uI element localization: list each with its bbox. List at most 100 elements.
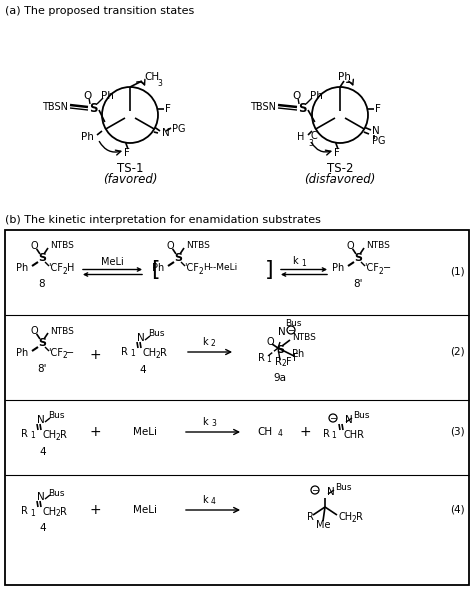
Text: Ph: Ph	[81, 132, 94, 142]
Text: Bus: Bus	[48, 412, 64, 421]
Text: S: S	[38, 338, 46, 348]
Text: 2: 2	[56, 432, 61, 442]
Text: F: F	[124, 148, 130, 158]
Text: O: O	[84, 91, 92, 101]
Text: 'CF: 'CF	[364, 263, 379, 273]
Text: 4: 4	[140, 365, 146, 375]
Text: NTBS: NTBS	[292, 333, 316, 342]
Text: +: +	[299, 425, 311, 439]
Text: H--MeLi: H--MeLi	[203, 263, 237, 273]
Text: 2: 2	[211, 339, 216, 349]
Text: k: k	[292, 256, 298, 266]
Text: R: R	[60, 430, 67, 440]
Text: 2: 2	[282, 359, 287, 369]
Text: O: O	[266, 337, 274, 347]
Text: −: −	[383, 263, 391, 273]
Text: CH: CH	[43, 507, 57, 517]
Text: k: k	[202, 417, 208, 427]
Text: 9a: 9a	[273, 373, 286, 383]
Text: H: H	[67, 263, 74, 273]
Text: CH: CH	[339, 512, 353, 522]
FancyArrowPatch shape	[346, 80, 353, 85]
Text: Ph: Ph	[337, 72, 350, 82]
Text: −: −	[311, 485, 319, 495]
Text: 3: 3	[211, 419, 216, 429]
Text: CHR: CHR	[344, 430, 365, 440]
Text: R: R	[275, 357, 282, 367]
Text: Ph: Ph	[152, 263, 164, 273]
Text: PG: PG	[372, 136, 385, 146]
Text: +: +	[89, 348, 101, 362]
Text: 8: 8	[39, 279, 46, 289]
Text: S: S	[276, 345, 284, 355]
Text: R: R	[21, 506, 28, 516]
Text: 1: 1	[301, 259, 306, 267]
Text: 'CF: 'CF	[48, 263, 63, 273]
Text: S: S	[38, 253, 46, 263]
Text: 2: 2	[63, 266, 68, 276]
Text: S: S	[174, 253, 182, 263]
Text: N: N	[327, 487, 335, 497]
Text: O: O	[30, 241, 38, 251]
Text: Me: Me	[316, 520, 330, 530]
Text: O: O	[293, 91, 301, 101]
Text: 2: 2	[156, 350, 161, 359]
Text: (3): (3)	[450, 427, 465, 437]
Text: TS-2: TS-2	[327, 161, 353, 174]
Text: NTBS: NTBS	[50, 241, 74, 250]
Text: H: H	[297, 132, 304, 142]
Text: R: R	[160, 348, 167, 358]
Text: 'CF: 'CF	[48, 348, 63, 358]
Text: Ph: Ph	[16, 263, 28, 273]
Text: C: C	[311, 131, 318, 141]
Text: O: O	[166, 241, 174, 251]
Text: 1: 1	[30, 432, 35, 441]
Text: F: F	[334, 148, 340, 158]
Text: Bus: Bus	[148, 329, 164, 339]
Text: 4: 4	[278, 429, 283, 438]
Text: 2: 2	[56, 509, 61, 518]
Text: 2: 2	[352, 515, 357, 524]
Text: F: F	[165, 104, 171, 114]
Text: k: k	[202, 337, 208, 347]
Text: NTBS: NTBS	[186, 241, 210, 250]
Text: 8': 8'	[353, 279, 363, 289]
Text: [: [	[151, 260, 160, 280]
Text: Ph: Ph	[292, 349, 304, 359]
FancyArrowPatch shape	[137, 80, 145, 85]
Text: N: N	[278, 327, 286, 337]
Text: R: R	[258, 353, 265, 363]
Text: O: O	[346, 241, 354, 251]
Text: +: +	[89, 425, 101, 439]
Text: ]: ]	[265, 260, 273, 280]
Text: (b) The kinetic interpretation for enamidation substrates: (b) The kinetic interpretation for enami…	[5, 215, 321, 225]
Text: TS-1: TS-1	[117, 161, 143, 174]
Text: 2: 2	[379, 266, 384, 276]
Text: (a) The proposed transition states: (a) The proposed transition states	[5, 6, 194, 16]
Bar	[5, 230, 469, 585]
Text: (disfavored): (disfavored)	[304, 174, 376, 187]
Text: MeLi: MeLi	[133, 427, 157, 437]
FancyArrowPatch shape	[100, 141, 121, 155]
Text: 2: 2	[199, 266, 204, 276]
Text: 3: 3	[157, 79, 162, 88]
Text: R: R	[121, 347, 128, 357]
Text: S: S	[354, 253, 362, 263]
Text: Bus: Bus	[48, 488, 64, 498]
Text: 4: 4	[40, 523, 46, 533]
Text: TBSN: TBSN	[42, 102, 68, 112]
Text: 1: 1	[30, 508, 35, 518]
Text: Ph: Ph	[100, 91, 113, 101]
Text: Ph: Ph	[332, 263, 344, 273]
Text: R: R	[21, 429, 28, 439]
Text: 4: 4	[211, 498, 216, 507]
Text: (favored): (favored)	[103, 174, 157, 187]
Text: S: S	[298, 101, 306, 114]
Text: TBSN: TBSN	[250, 102, 276, 112]
Text: CH: CH	[43, 430, 57, 440]
Text: S: S	[89, 101, 97, 114]
Text: N: N	[37, 492, 45, 502]
Text: 1: 1	[266, 356, 271, 365]
Text: 'CF: 'CF	[184, 263, 199, 273]
Text: N: N	[162, 128, 170, 138]
